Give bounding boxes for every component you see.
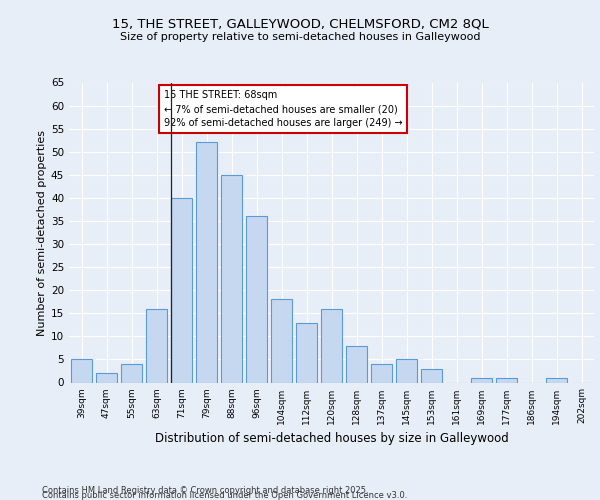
Bar [121,364,142,382]
Bar [346,346,367,383]
Bar [221,175,242,382]
Bar [546,378,567,382]
Bar [96,374,117,382]
Text: 15 THE STREET: 68sqm
← 7% of semi-detached houses are smaller (20)
92% of semi-d: 15 THE STREET: 68sqm ← 7% of semi-detach… [163,90,402,128]
Bar [396,360,417,382]
Bar [321,308,342,382]
Bar [271,300,292,382]
X-axis label: Distribution of semi-detached houses by size in Galleywood: Distribution of semi-detached houses by … [155,432,508,445]
Bar [471,378,492,382]
Bar [296,322,317,382]
Bar [71,360,92,382]
Bar [496,378,517,382]
Bar [246,216,267,382]
Text: 15, THE STREET, GALLEYWOOD, CHELMSFORD, CM2 8QL: 15, THE STREET, GALLEYWOOD, CHELMSFORD, … [112,18,488,30]
Text: Contains public sector information licensed under the Open Government Licence v3: Contains public sector information licen… [42,491,407,500]
Text: Contains HM Land Registry data © Crown copyright and database right 2025.: Contains HM Land Registry data © Crown c… [42,486,368,495]
Bar [196,142,217,382]
Bar [146,308,167,382]
Bar [171,198,192,382]
Text: Size of property relative to semi-detached houses in Galleywood: Size of property relative to semi-detach… [120,32,480,42]
Y-axis label: Number of semi-detached properties: Number of semi-detached properties [37,130,47,336]
Bar [421,368,442,382]
Bar [371,364,392,382]
